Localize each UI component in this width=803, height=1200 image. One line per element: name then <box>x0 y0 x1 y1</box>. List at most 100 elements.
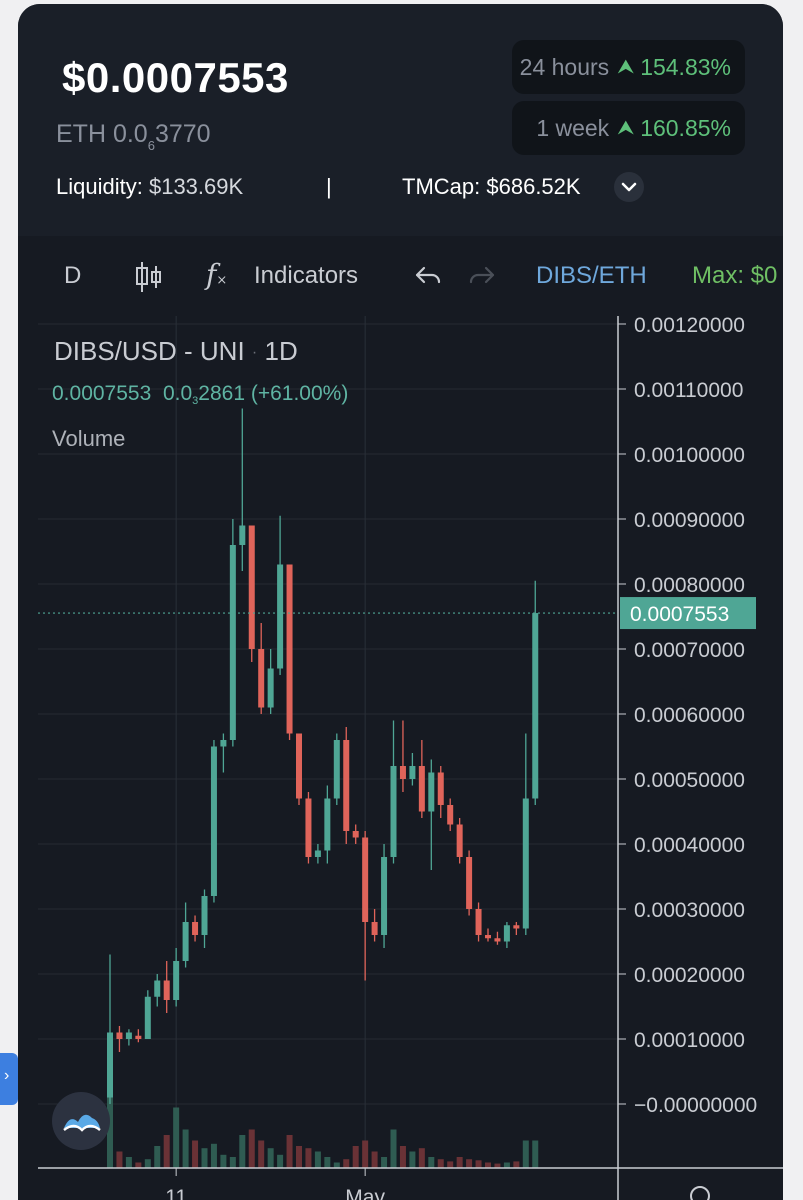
candle-body <box>305 798 312 857</box>
redo-icon <box>469 266 495 284</box>
eth-price-zero-count: 6 <box>147 138 155 153</box>
fx-label: f <box>206 258 217 291</box>
candle-body <box>267 668 274 708</box>
y-axis-label: 0.00090000 <box>634 509 745 532</box>
candle-body <box>144 996 151 1039</box>
volume-bar <box>418 1148 425 1168</box>
volume-bar <box>192 1140 199 1168</box>
volume-bar <box>229 1157 236 1168</box>
volume-bar <box>210 1143 217 1168</box>
candle-body <box>314 850 321 857</box>
candle-body <box>466 857 473 909</box>
chart-symbol-title: DIBS/USD - UNI · 1D <box>54 336 298 367</box>
y-axis-label: −0.00000000 <box>634 1094 757 1117</box>
last-price-tag <box>620 597 756 630</box>
candle-body <box>239 525 246 545</box>
undo-button[interactable] <box>414 264 442 293</box>
last-price-label: 0.0007553 <box>630 603 729 626</box>
chart-price-values: 0.0007553 0.032861 (+61.00%) <box>52 382 348 407</box>
volume-bar <box>456 1157 463 1168</box>
volume-bar <box>428 1157 435 1168</box>
tradingview-logo-button[interactable] <box>52 1092 110 1150</box>
tmcap-label: TMCap: <box>402 174 481 199</box>
candle-body <box>201 896 208 935</box>
volume-bar <box>135 1162 142 1168</box>
candle-body <box>352 831 359 838</box>
change-1w-pill[interactable]: 1 week ⮝ 160.85% <box>512 101 745 155</box>
candle-body <box>286 564 293 734</box>
volume-bar <box>154 1146 161 1168</box>
volume-bar <box>532 1140 539 1168</box>
volume-bar <box>296 1146 302 1168</box>
volume-bar <box>248 1129 255 1168</box>
redo-button[interactable] <box>468 264 496 293</box>
y-axis-label: 0.00120000 <box>634 316 745 337</box>
change-percent: 154.83% <box>640 53 731 80</box>
candle-body <box>371 922 378 935</box>
volume-bar <box>258 1140 265 1168</box>
volume-bar <box>201 1148 208 1168</box>
chart-change-zero-count: 3 <box>192 395 199 407</box>
volume-bar <box>494 1163 501 1168</box>
stat-separator: | <box>326 174 332 199</box>
y-axis-label: 0.00100000 <box>634 444 745 467</box>
candle-body <box>107 1032 113 1098</box>
candle-type-button[interactable] <box>134 260 164 299</box>
candle-body <box>475 909 482 935</box>
change-percent: 160.85% <box>640 114 731 141</box>
pair-selector[interactable]: DIBS/ETH <box>536 262 647 289</box>
volume-bar <box>390 1129 397 1168</box>
y-axis-label: 0.00050000 <box>634 769 745 792</box>
volume-bar <box>305 1148 312 1168</box>
chart-change-digits: 2861 <box>198 382 245 405</box>
token-card: $0.0007553 ETH 0.063770 24 hours ⮝ 154.8… <box>18 4 783 1200</box>
candle-body <box>485 935 491 939</box>
change-period-label: 1 week <box>536 114 610 141</box>
volume-bar <box>286 1135 293 1168</box>
expand-stats-button[interactable] <box>614 172 644 202</box>
candle-body <box>494 938 501 942</box>
chart-interval: 1D <box>264 336 298 366</box>
token-header: $0.0007553 ETH 0.063770 24 hours ⮝ 154.8… <box>18 4 783 236</box>
volume-bar <box>447 1161 454 1168</box>
chevron-down-icon <box>621 182 637 192</box>
candle-body <box>399 766 406 779</box>
volume-bar <box>362 1140 369 1168</box>
volume-bar <box>239 1135 246 1168</box>
volume-bar <box>163 1135 170 1168</box>
settings-gear-icon <box>690 1186 710 1200</box>
volume-bar <box>513 1161 520 1168</box>
indicators-button[interactable]: Indicators <box>254 262 359 289</box>
chart-change-percent: (+61.00%) <box>250 382 349 405</box>
candle-body <box>447 805 454 825</box>
candle-body <box>296 733 302 799</box>
volume-bar <box>314 1151 321 1168</box>
candle-body <box>182 922 189 961</box>
candlestick-icon <box>136 262 161 292</box>
y-axis-label: 0.00030000 <box>634 899 745 922</box>
change-period-label: 24 hours <box>519 53 610 80</box>
candlestick-chart[interactable]: 0.00120000 0.00110000 0.00100000 0.00090000… <box>18 314 783 1200</box>
volume-bar <box>381 1157 388 1168</box>
candle-body <box>456 824 463 857</box>
sidebar-toggle-button[interactable]: › <box>0 1053 18 1105</box>
change-24h-pill[interactable]: 24 hours ⮝ 154.83% <box>512 40 745 94</box>
candle-body <box>277 564 284 669</box>
tmcap-stat: TMCap: $686.52K <box>402 174 581 200</box>
chart-change-prefix: 0.0 <box>162 382 193 405</box>
candle-body <box>522 798 529 929</box>
interval-button[interactable]: D <box>64 262 82 289</box>
candle-body <box>381 857 388 935</box>
price-chart[interactable]: 0.00120000 0.00110000 0.00100000 0.00090000… <box>18 314 783 1200</box>
y-axis-label: 0.00010000 <box>634 1029 745 1052</box>
candle-body <box>362 837 369 922</box>
volume-bar <box>343 1159 350 1168</box>
title-dot: · <box>251 344 258 361</box>
liquidity-stat: Liquidity: $133.69K <box>56 174 243 200</box>
x-axis-label: May <box>345 1186 385 1200</box>
volume-legend[interactable]: Volume <box>52 426 126 451</box>
y-axis-label: 0.00020000 <box>634 964 745 987</box>
volume-bar <box>409 1151 416 1168</box>
volume-bar <box>116 1151 123 1168</box>
y-axis-label: 0.00060000 <box>634 704 745 727</box>
